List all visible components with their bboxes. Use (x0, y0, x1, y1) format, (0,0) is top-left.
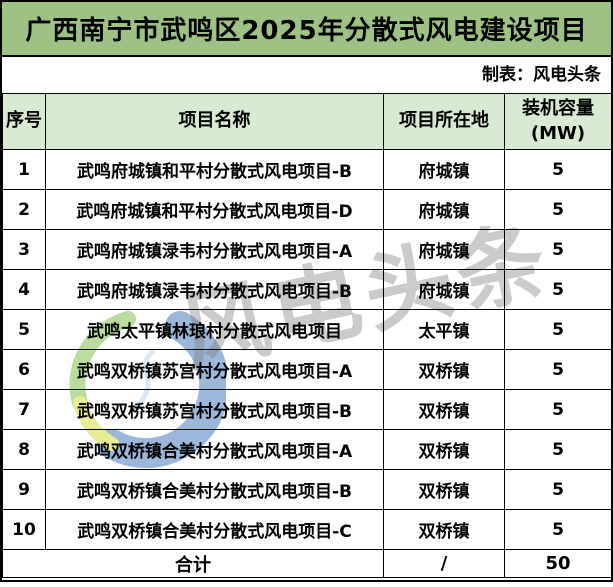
table-row: 8 武鸣双桥镇合美村分散式风电项目-A 双桥镇 5 (2, 429, 612, 470)
row-capacity: 5 (504, 469, 612, 510)
table-row: 6 武鸣双桥镇苏宫村分散式风电项目-A 双桥镇 5 (2, 349, 612, 390)
row-project-name: 武鸣双桥镇合美村分散式风电项目-A (45, 429, 384, 470)
row-location: 府城镇 (383, 189, 505, 230)
row-location: 太平镇 (383, 309, 505, 350)
row-no: 8 (2, 429, 46, 470)
col-header-capacity-line2: (MW) (530, 122, 586, 144)
row-project-name: 武鸣府城镇和平村分散式风电项目-D (45, 189, 384, 230)
row-location: 双桥镇 (383, 509, 505, 550)
row-no: 9 (2, 469, 46, 510)
col-header-name: 项目名称 (45, 93, 384, 150)
row-location: 府城镇 (383, 269, 505, 310)
total-location: / (383, 549, 505, 578)
col-header-capacity: 装机容量 (MW) (504, 93, 612, 150)
row-capacity: 5 (504, 509, 612, 550)
row-project-name: 武鸣双桥镇合美村分散式风电项目-B (45, 469, 384, 510)
table-row: 9 武鸣双桥镇合美村分散式风电项目-B 双桥镇 5 (2, 469, 612, 510)
row-capacity: 5 (504, 349, 612, 390)
row-no: 3 (2, 229, 46, 270)
row-capacity: 5 (504, 309, 612, 350)
row-no: 1 (2, 149, 46, 190)
row-capacity: 5 (504, 229, 612, 270)
projects-table: 序号 项目名称 项目所在地 装机容量 (MW) 1 武鸣府城镇和平村分散式风电项… (2, 93, 612, 578)
row-project-name: 武鸣府城镇渌韦村分散式风电项目-B (45, 269, 384, 310)
row-no: 5 (2, 309, 46, 350)
table-row: 3 武鸣府城镇渌韦村分散式风电项目-A 府城镇 5 (2, 229, 612, 270)
col-header-no: 序号 (2, 93, 46, 150)
row-no: 2 (2, 189, 46, 230)
table-body: 1 武鸣府城镇和平村分散式风电项目-B 府城镇 5 2 武鸣府城镇和平村分散式风… (2, 149, 612, 550)
col-header-capacity-line1: 装机容量 (522, 98, 594, 120)
row-location: 双桥镇 (383, 349, 505, 390)
row-capacity: 5 (504, 149, 612, 190)
row-no: 4 (2, 269, 46, 310)
table-row: 7 武鸣双桥镇苏宫村分散式风电项目-B 双桥镇 5 (2, 389, 612, 430)
row-capacity: 5 (504, 389, 612, 430)
table-row: 2 武鸣府城镇和平村分散式风电项目-D 府城镇 5 (2, 189, 612, 230)
total-label: 合计 (2, 549, 384, 578)
row-project-name: 武鸣双桥镇苏宫村分散式风电项目-B (45, 389, 384, 430)
row-project-name: 武鸣府城镇和平村分散式风电项目-B (45, 149, 384, 190)
row-no: 10 (2, 509, 46, 550)
credit-line: 制表：风电头条 (2, 57, 611, 93)
row-location: 双桥镇 (383, 429, 505, 470)
table-row: 1 武鸣府城镇和平村分散式风电项目-B 府城镇 5 (2, 149, 612, 190)
table-row: 5 武鸣太平镇林琅村分散式风电项目 太平镇 5 (2, 309, 612, 350)
row-location: 双桥镇 (383, 469, 505, 510)
table-row: 4 武鸣府城镇渌韦村分散式风电项目-B 府城镇 5 (2, 269, 612, 310)
row-location: 府城镇 (383, 149, 505, 190)
row-location: 双桥镇 (383, 389, 505, 430)
row-project-name: 武鸣府城镇渌韦村分散式风电项目-A (45, 229, 384, 270)
header-row: 序号 项目名称 项目所在地 装机容量 (MW) (2, 93, 612, 150)
total-row: 合计 / 50 (2, 549, 612, 578)
row-no: 6 (2, 349, 46, 390)
row-capacity: 5 (504, 269, 612, 310)
row-project-name: 武鸣双桥镇苏宫村分散式风电项目-A (45, 349, 384, 390)
table-row: 10 武鸣双桥镇合美村分散式风电项目-C 双桥镇 5 (2, 509, 612, 550)
row-capacity: 5 (504, 429, 612, 470)
row-location: 府城镇 (383, 229, 505, 270)
row-no: 7 (2, 389, 46, 430)
row-project-name: 武鸣太平镇林琅村分散式风电项目 (45, 309, 384, 350)
page-title: 广西南宁市武鸣区2025年分散式风电建设项目 (2, 2, 611, 57)
col-header-location: 项目所在地 (383, 93, 505, 150)
row-project-name: 武鸣双桥镇合美村分散式风电项目-C (45, 509, 384, 550)
row-capacity: 5 (504, 189, 612, 230)
total-capacity-value: 50 (504, 549, 612, 578)
